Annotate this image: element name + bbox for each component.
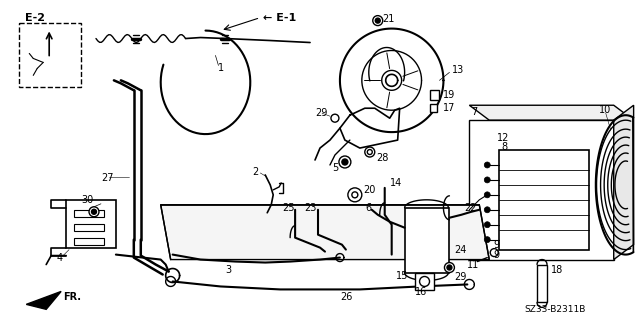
- Text: 8: 8: [501, 142, 508, 152]
- Bar: [429, 90, 440, 100]
- Text: 2: 2: [252, 167, 259, 177]
- Text: 16: 16: [415, 287, 427, 297]
- Text: 21: 21: [383, 14, 395, 24]
- Text: 27: 27: [101, 173, 113, 183]
- Bar: [74, 238, 104, 245]
- Circle shape: [89, 207, 99, 217]
- Circle shape: [484, 177, 490, 183]
- Circle shape: [348, 188, 362, 202]
- Circle shape: [372, 16, 383, 26]
- Text: 18: 18: [551, 264, 563, 275]
- Text: SZ33-B2311B: SZ33-B2311B: [524, 305, 586, 314]
- Text: 29: 29: [315, 108, 328, 118]
- Bar: [74, 210, 104, 217]
- Circle shape: [490, 249, 498, 256]
- Bar: [19, 23, 81, 87]
- Circle shape: [444, 263, 454, 272]
- Circle shape: [339, 156, 351, 168]
- Text: 7: 7: [471, 107, 477, 117]
- Bar: [74, 224, 104, 231]
- Text: 28: 28: [376, 153, 388, 163]
- Polygon shape: [469, 120, 614, 260]
- Text: E-2: E-2: [26, 13, 45, 23]
- Polygon shape: [614, 105, 634, 260]
- Text: 15: 15: [396, 271, 408, 281]
- Polygon shape: [26, 292, 61, 309]
- Bar: [415, 272, 435, 290]
- Polygon shape: [469, 105, 634, 120]
- Text: 30: 30: [81, 195, 93, 205]
- Circle shape: [484, 192, 490, 198]
- Text: 13: 13: [452, 65, 465, 75]
- Circle shape: [447, 265, 452, 270]
- Bar: [404, 208, 449, 272]
- Circle shape: [352, 192, 358, 198]
- Text: 10: 10: [599, 105, 611, 115]
- Polygon shape: [161, 205, 489, 260]
- Text: 17: 17: [442, 103, 455, 113]
- Circle shape: [484, 207, 490, 213]
- Text: 14: 14: [390, 178, 402, 188]
- Text: 20: 20: [363, 185, 375, 195]
- Text: FR.: FR.: [63, 293, 81, 302]
- Text: 4: 4: [56, 253, 62, 263]
- Circle shape: [375, 18, 380, 23]
- Text: 5: 5: [332, 163, 338, 173]
- Circle shape: [484, 162, 490, 168]
- Polygon shape: [66, 200, 116, 248]
- Text: 9: 9: [493, 249, 499, 260]
- Circle shape: [484, 237, 490, 243]
- Text: 24: 24: [454, 245, 467, 255]
- Text: 11: 11: [467, 260, 479, 270]
- Text: 1: 1: [218, 63, 225, 73]
- Text: 9: 9: [493, 240, 499, 250]
- Text: 26: 26: [340, 293, 352, 302]
- Circle shape: [420, 277, 429, 286]
- Text: 12: 12: [497, 133, 509, 143]
- Circle shape: [331, 114, 339, 122]
- Bar: [499, 150, 589, 249]
- Text: ← E-1: ← E-1: [263, 13, 296, 23]
- Circle shape: [365, 147, 375, 157]
- Text: 22: 22: [465, 203, 477, 213]
- Circle shape: [484, 222, 490, 228]
- Circle shape: [367, 150, 372, 154]
- Text: 23: 23: [304, 203, 316, 213]
- Bar: [429, 104, 438, 112]
- Circle shape: [342, 159, 348, 165]
- Circle shape: [92, 209, 97, 214]
- Text: 25: 25: [282, 203, 294, 213]
- Text: 3: 3: [225, 264, 232, 275]
- Bar: [537, 264, 547, 302]
- Text: 6: 6: [366, 203, 372, 213]
- Text: 19: 19: [442, 90, 454, 100]
- Text: 29: 29: [454, 272, 467, 283]
